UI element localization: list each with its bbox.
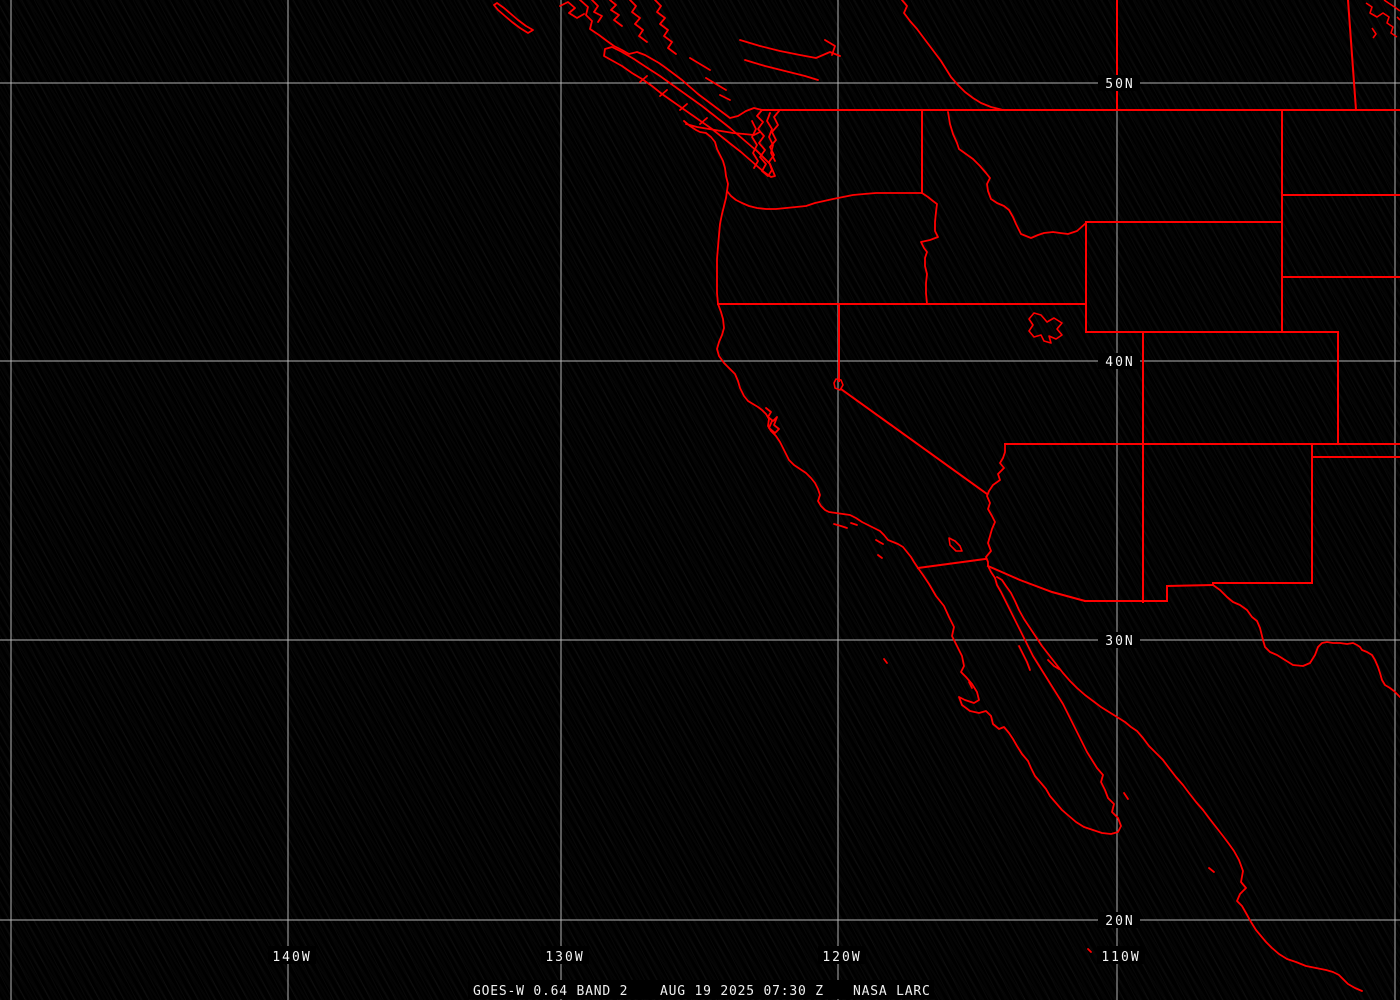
isla-cerralvo <box>1123 792 1129 800</box>
arizona-mexico-diagonal-border <box>986 564 1087 603</box>
latitude-label-40N: 40N <box>1105 355 1134 370</box>
caption: GOES-W 0.64 BAND 2 AUG 19 2025 07:30 Z N… <box>468 980 934 999</box>
manitoba-lakes <box>1365 0 1400 39</box>
lakes <box>833 0 1400 552</box>
lake-tahoe <box>833 378 844 391</box>
coastlines <box>493 0 1363 992</box>
puget-sound-arm <box>766 112 776 162</box>
latitude-label-mask <box>1098 912 1140 928</box>
california-nevada-diagonal-border <box>839 387 989 496</box>
mexico-mainland-coast <box>996 576 1363 992</box>
bc-alberta-border <box>901 0 1004 111</box>
rio-grande-border <box>1212 584 1400 698</box>
georgia-strait-islands <box>689 57 770 164</box>
latitude-label-mask <box>1098 75 1140 91</box>
isla-cedros <box>968 681 973 689</box>
isla-tiburon <box>1047 659 1060 670</box>
baja-california-coast <box>917 567 1122 835</box>
caption-datetime: AUG 19 2025 07:30 Z <box>660 984 824 999</box>
salton-sea <box>948 537 963 552</box>
islands <box>883 645 1215 953</box>
isla-angel-de-la-guarda <box>1018 645 1031 671</box>
latitude-label-50N: 50N <box>1105 77 1134 92</box>
graticule-labels: 140W 130W 120W 110W 50N 40N 30N 20N <box>268 75 1145 965</box>
puget-sound <box>756 109 780 177</box>
latitude-label-mask <box>1098 353 1140 369</box>
bc-mainland-coast <box>579 0 763 119</box>
hood-canal <box>751 120 759 169</box>
haida-gwaii-island <box>493 2 534 34</box>
vancouver-island-inlets <box>639 75 708 125</box>
california-mexico-border <box>916 557 987 570</box>
latitude-label-30N: 30N <box>1105 634 1134 649</box>
juan-de-fuca-strait <box>685 123 761 136</box>
great-salt-lake <box>1028 312 1063 344</box>
channel-islands <box>833 522 884 559</box>
map-overlay <box>493 0 1400 992</box>
montana-idaho-border <box>947 111 1087 239</box>
vancouver-island-coast <box>603 46 776 178</box>
san-francisco-bay <box>765 407 780 434</box>
west-coast-us <box>683 120 919 569</box>
columbia-river-border <box>726 190 923 210</box>
longitude-label-140W: 140W <box>272 950 311 965</box>
latitude-label-20N: 20N <box>1105 914 1134 929</box>
longitude-label-110W: 110W <box>1101 950 1140 965</box>
longitude-label-120W: 120W <box>822 950 861 965</box>
longitude-label-mask <box>818 946 866 964</box>
longitude-label-mask <box>541 946 589 964</box>
caption-product: GOES-W 0.64 BAND 2 <box>473 984 628 999</box>
caption-credit: NASA LARC <box>853 984 931 999</box>
newmexico-mexico-border <box>1165 583 1215 602</box>
isla-guadalupe <box>883 658 888 664</box>
longitude-label-130W: 130W <box>545 950 584 965</box>
latitude-label-mask <box>1098 632 1140 648</box>
river-borders <box>726 0 1400 698</box>
islas-marias <box>1208 867 1215 873</box>
isla-socorro <box>1087 948 1092 953</box>
colorado-river-border <box>985 443 1006 579</box>
political-borders <box>717 0 1400 603</box>
bc-inlets <box>559 0 841 81</box>
longitude-label-mask <box>268 946 316 964</box>
oregon-idaho-border <box>920 192 939 305</box>
saskatchewan-manitoba-border <box>1346 0 1358 112</box>
caption-mask <box>468 980 934 999</box>
longitude-label-mask <box>1097 946 1145 964</box>
